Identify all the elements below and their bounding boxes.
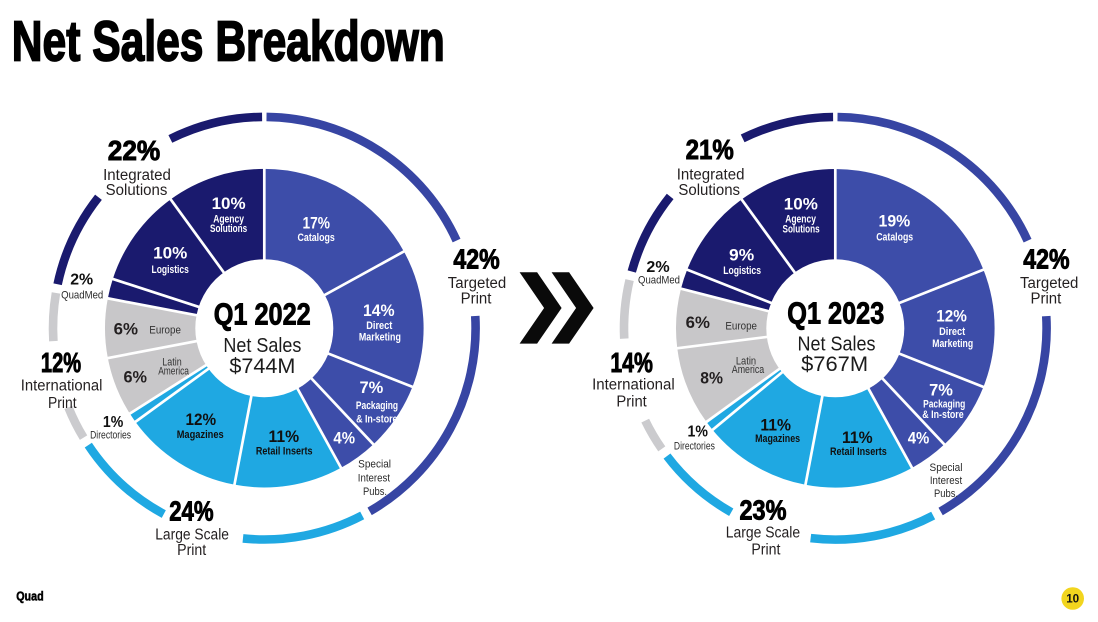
svg-text:QuadMed: QuadMed [638,275,680,287]
svg-text:12%: 12% [936,307,967,325]
svg-text:International: International [21,378,103,395]
svg-text:Packaging: Packaging [356,400,398,412]
svg-text:8%: 8% [700,369,723,387]
svg-text:Net Sales Breakdown: Net Sales Breakdown [12,10,445,74]
svg-text:1%: 1% [688,423,708,440]
svg-text:9%: 9% [729,246,754,264]
svg-text:$767M: $767M [801,353,868,376]
svg-text:& In-store: & In-store [922,409,963,421]
svg-text:Print: Print [461,291,492,308]
svg-text:Solutions: Solutions [106,182,168,199]
svg-text:21%: 21% [686,134,734,165]
svg-text:Quad: Quad [16,590,44,604]
svg-text:Direct: Direct [366,320,392,332]
svg-text:America: America [732,364,764,376]
svg-text:4%: 4% [333,430,355,448]
svg-text:$744M: $744M [229,355,295,378]
svg-text:Europe: Europe [149,324,181,336]
svg-text:Integrated: Integrated [103,167,171,184]
svg-text:Europe: Europe [725,320,757,332]
svg-text:Solutions: Solutions [783,224,820,236]
svg-text:Solutions: Solutions [210,223,247,235]
svg-text:1%: 1% [103,414,123,431]
svg-text:Retail Inserts: Retail Inserts [256,446,313,458]
svg-text:23%: 23% [740,494,787,525]
svg-text:12%: 12% [41,347,81,378]
svg-text:QuadMed: QuadMed [61,289,103,301]
svg-text:Direct: Direct [939,326,965,338]
svg-text:Pubs.: Pubs. [363,486,387,498]
svg-text:Q1 2022: Q1 2022 [214,298,311,332]
svg-text:22%: 22% [108,135,161,166]
svg-text:Special: Special [930,462,963,474]
svg-text:7%: 7% [929,381,953,399]
svg-text:Net Sales: Net Sales [223,335,301,357]
svg-text:Print: Print [1031,291,1062,308]
svg-text:Agency: Agency [213,213,244,225]
svg-text:11%: 11% [269,428,300,446]
svg-text:10%: 10% [784,195,818,213]
svg-text:Solutions: Solutions [678,182,740,199]
svg-text:International: International [592,376,675,393]
svg-text:Pubs.: Pubs. [934,488,958,500]
svg-text:Print: Print [48,395,77,412]
svg-text:Latin: Latin [162,356,181,368]
svg-text:42%: 42% [1023,244,1069,275]
svg-text:Catalogs: Catalogs [298,232,335,244]
svg-text:Directories: Directories [674,441,715,453]
svg-text:& In-store: & In-store [356,413,397,425]
svg-text:11%: 11% [760,417,791,435]
svg-text:Logistics: Logistics [152,264,189,276]
svg-text:Q1 2023: Q1 2023 [787,297,884,331]
svg-text:17%: 17% [302,214,330,232]
svg-text:Targeted: Targeted [448,275,506,292]
svg-text:10%: 10% [153,245,187,263]
svg-text:6%: 6% [123,368,147,386]
svg-text:14%: 14% [610,347,653,378]
svg-text:Marketing: Marketing [932,338,973,350]
svg-text:Magazines: Magazines [755,433,800,445]
svg-text:America: America [158,366,189,378]
svg-text:Packaging: Packaging [923,399,965,411]
svg-text:6%: 6% [114,321,139,339]
svg-text:11%: 11% [842,429,873,447]
svg-text:Integrated: Integrated [677,167,745,184]
svg-text:Print: Print [616,393,647,410]
svg-text:4%: 4% [908,429,930,447]
svg-text:12%: 12% [186,411,217,429]
svg-text:Magazines: Magazines [177,429,224,441]
svg-text:Special: Special [358,459,391,471]
svg-text:Large Scale: Large Scale [726,525,800,542]
svg-text:10%: 10% [212,195,246,213]
svg-text:14%: 14% [363,302,395,320]
svg-text:Agency: Agency [785,214,816,226]
svg-text:42%: 42% [453,244,499,275]
svg-text:Large Scale: Large Scale [155,527,229,544]
svg-text:19%: 19% [879,213,911,231]
svg-text:Directories: Directories [90,430,131,442]
svg-text:2%: 2% [70,271,93,288]
svg-text:6%: 6% [686,314,711,332]
svg-text:Net Sales: Net Sales [798,333,876,355]
svg-text:Targeted: Targeted [1020,275,1078,292]
svg-text:7%: 7% [360,379,384,397]
svg-text:10: 10 [1066,592,1079,606]
svg-text:Catalogs: Catalogs [876,231,913,243]
svg-text:Latin: Latin [736,355,756,367]
svg-text:Print: Print [751,541,781,558]
svg-text:Interest: Interest [930,475,962,487]
svg-text:24%: 24% [169,496,213,527]
svg-text:Print: Print [177,542,207,559]
svg-text:Interest: Interest [358,472,390,484]
svg-text:2%: 2% [646,259,669,276]
svg-text:Logistics: Logistics [723,265,761,277]
svg-text:Marketing: Marketing [359,332,401,344]
svg-text:Retail Inserts: Retail Inserts [830,446,887,458]
